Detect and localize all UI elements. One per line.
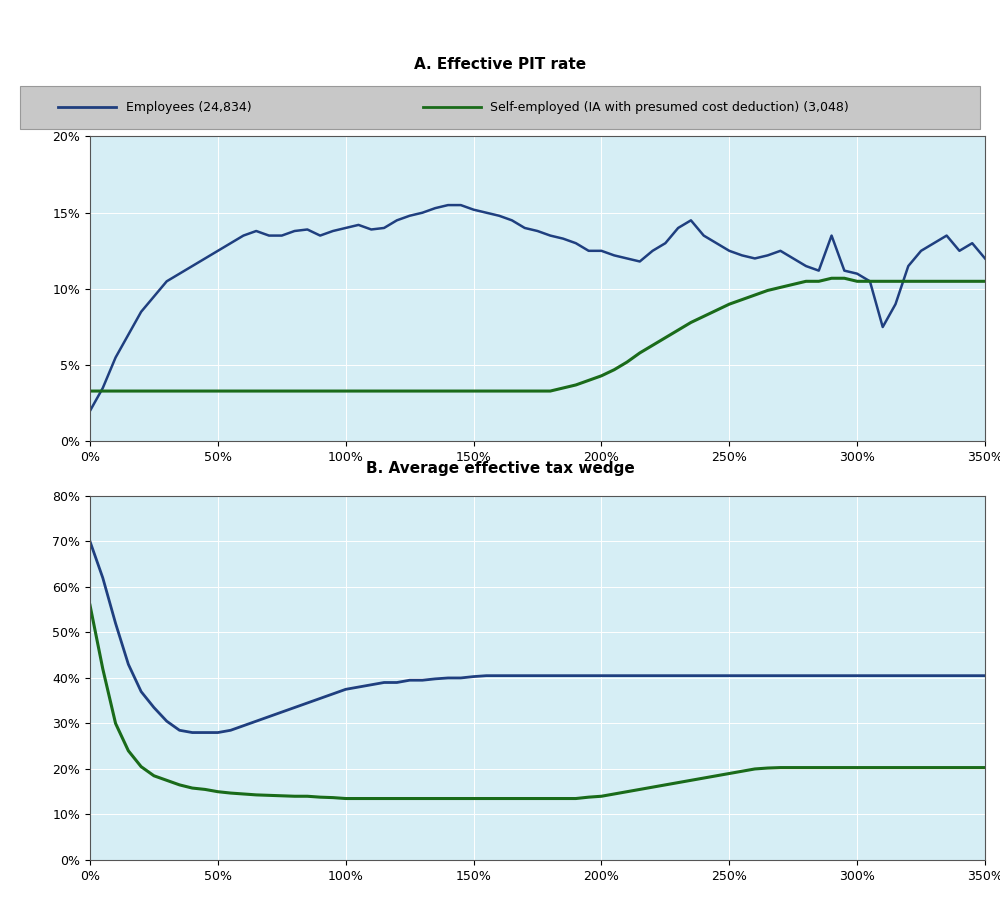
Text: Employees (24,834): Employees (24,834)	[126, 101, 251, 114]
FancyBboxPatch shape	[20, 86, 980, 129]
Text: Self-employed (IA with presumed cost deduction) (3,048): Self-employed (IA with presumed cost ded…	[490, 101, 849, 114]
Text: B. Average effective tax wedge: B. Average effective tax wedge	[366, 461, 634, 476]
Text: A. Effective PIT rate: A. Effective PIT rate	[414, 57, 586, 72]
